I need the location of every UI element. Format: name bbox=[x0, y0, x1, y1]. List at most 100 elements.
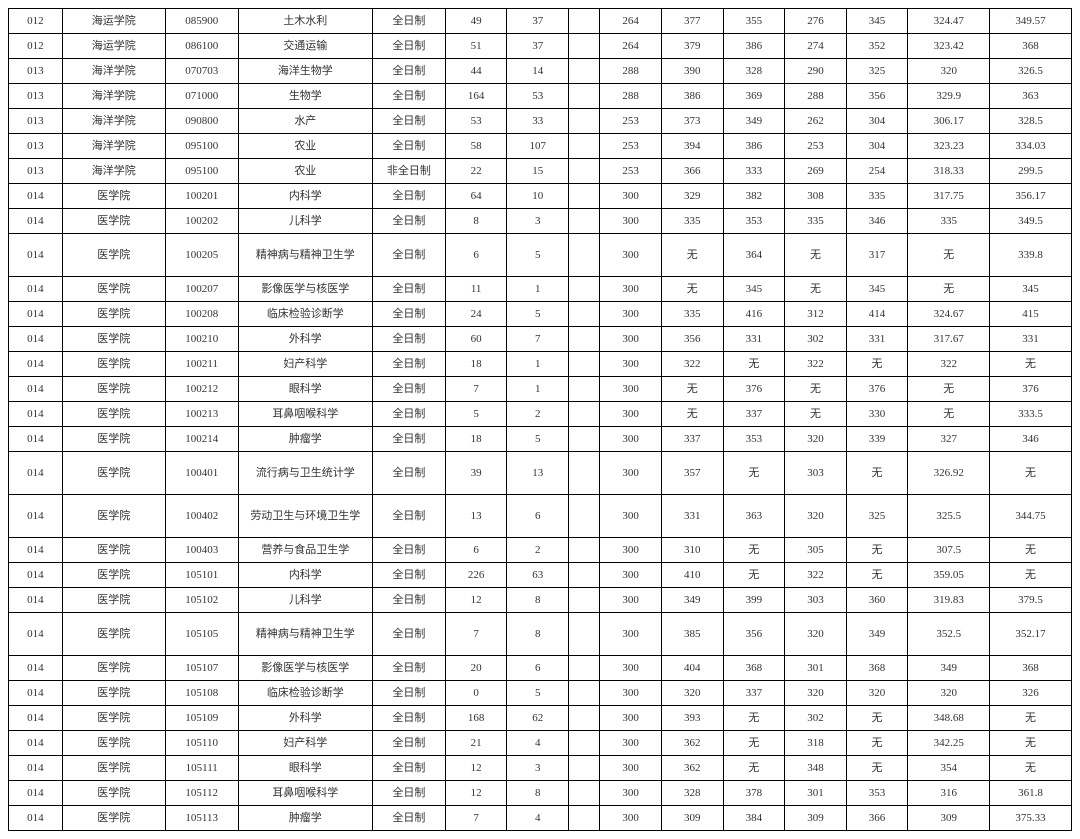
table-cell: 014 bbox=[9, 756, 63, 781]
table-cell: 12 bbox=[445, 588, 507, 613]
table-cell: 105111 bbox=[165, 756, 238, 781]
table-row: 014医学院100401流行病与卫生统计学全日制3913300357无303无3… bbox=[9, 452, 1072, 495]
table-cell: 352.5 bbox=[908, 613, 990, 656]
table-row: 014医学院100213耳鼻咽喉科学全日制52300无337无330无333.5 bbox=[9, 402, 1072, 427]
table-cell: 416 bbox=[723, 302, 785, 327]
table-cell: 349 bbox=[908, 656, 990, 681]
table-cell: 254 bbox=[846, 159, 908, 184]
table-cell: 086100 bbox=[165, 34, 238, 59]
table-cell: 肿瘤学 bbox=[238, 427, 372, 452]
table-cell: 无 bbox=[846, 756, 908, 781]
table-cell: 全日制 bbox=[373, 59, 446, 84]
table-cell: 100211 bbox=[165, 352, 238, 377]
table-cell: 320 bbox=[785, 495, 847, 538]
table-cell: 300 bbox=[600, 184, 662, 209]
table-cell: 无 bbox=[908, 377, 990, 402]
table-cell: 014 bbox=[9, 302, 63, 327]
table-cell: 7 bbox=[445, 613, 507, 656]
table-cell: 014 bbox=[9, 427, 63, 452]
table-cell: 无 bbox=[661, 277, 723, 302]
table-cell: 335 bbox=[661, 302, 723, 327]
table-cell: 妇产科学 bbox=[238, 352, 372, 377]
table-cell: 非全日制 bbox=[373, 159, 446, 184]
table-cell: 264 bbox=[600, 34, 662, 59]
table-cell bbox=[569, 59, 600, 84]
table-cell: 345 bbox=[990, 277, 1072, 302]
table-cell: 交通运输 bbox=[238, 34, 372, 59]
table-cell: 302 bbox=[785, 706, 847, 731]
table-cell: 医学院 bbox=[62, 538, 165, 563]
table-row: 014医学院100207影像医学与核医学全日制111300无345无345无34… bbox=[9, 277, 1072, 302]
table-cell: 376 bbox=[723, 377, 785, 402]
table-cell: 全日制 bbox=[373, 352, 446, 377]
table-cell: 290 bbox=[785, 59, 847, 84]
table-cell: 6 bbox=[445, 234, 507, 277]
table-cell: 014 bbox=[9, 731, 63, 756]
table-cell: 影像医学与核医学 bbox=[238, 277, 372, 302]
table-cell: 393 bbox=[661, 706, 723, 731]
table-cell: 303 bbox=[785, 452, 847, 495]
table-cell: 5 bbox=[445, 402, 507, 427]
table-cell bbox=[569, 613, 600, 656]
table-cell: 肿瘤学 bbox=[238, 806, 372, 831]
table-cell: 无 bbox=[661, 234, 723, 277]
table-cell: 105109 bbox=[165, 706, 238, 731]
table-cell: 全日制 bbox=[373, 377, 446, 402]
table-cell: 318.33 bbox=[908, 159, 990, 184]
table-cell: 360 bbox=[846, 588, 908, 613]
table-cell: 309 bbox=[908, 806, 990, 831]
table-row: 014医学院105111眼科学全日制123300362无348无354无 bbox=[9, 756, 1072, 781]
table-cell: 362 bbox=[661, 731, 723, 756]
table-cell: 012 bbox=[9, 9, 63, 34]
table-cell: 农业 bbox=[238, 134, 372, 159]
table-cell: 无 bbox=[846, 352, 908, 377]
table-cell bbox=[569, 302, 600, 327]
table-cell: 6 bbox=[507, 495, 569, 538]
table-cell: 无 bbox=[785, 377, 847, 402]
table-cell: 医学院 bbox=[62, 327, 165, 352]
table-cell: 无 bbox=[990, 352, 1072, 377]
table-cell: 8 bbox=[507, 613, 569, 656]
table-cell: 44 bbox=[445, 59, 507, 84]
table-cell: 水产 bbox=[238, 109, 372, 134]
table-cell bbox=[569, 34, 600, 59]
table-cell: 医学院 bbox=[62, 352, 165, 377]
table-cell: 404 bbox=[661, 656, 723, 681]
table-cell: 014 bbox=[9, 613, 63, 656]
table-cell: 10 bbox=[507, 184, 569, 209]
table-cell: 014 bbox=[9, 495, 63, 538]
table-cell: 全日制 bbox=[373, 806, 446, 831]
table-cell: 399 bbox=[723, 588, 785, 613]
table-cell: 医学院 bbox=[62, 234, 165, 277]
table-cell: 外科学 bbox=[238, 327, 372, 352]
table-cell: 071000 bbox=[165, 84, 238, 109]
table-cell: 无 bbox=[723, 731, 785, 756]
table-cell: 377 bbox=[661, 9, 723, 34]
table-cell: 5 bbox=[507, 234, 569, 277]
table-cell: 356 bbox=[661, 327, 723, 352]
table-cell: 274 bbox=[785, 34, 847, 59]
table-cell: 300 bbox=[600, 538, 662, 563]
table-cell: 326.5 bbox=[990, 59, 1072, 84]
table-cell: 226 bbox=[445, 563, 507, 588]
table-cell: 医学院 bbox=[62, 427, 165, 452]
table-cell: 386 bbox=[661, 84, 723, 109]
table-cell: 323.23 bbox=[908, 134, 990, 159]
table-cell: 无 bbox=[990, 452, 1072, 495]
table-cell: 333.5 bbox=[990, 402, 1072, 427]
table-cell: 253 bbox=[600, 109, 662, 134]
table-row: 014医学院105105精神病与精神卫生学全日制7830038535632034… bbox=[9, 613, 1072, 656]
table-cell: 300 bbox=[600, 681, 662, 706]
table-cell: 304 bbox=[846, 109, 908, 134]
table-cell: 医学院 bbox=[62, 302, 165, 327]
table-cell: 331 bbox=[990, 327, 1072, 352]
table-cell: 300 bbox=[600, 302, 662, 327]
table-cell: 18 bbox=[445, 352, 507, 377]
table-cell: 310 bbox=[661, 538, 723, 563]
table-cell: 378 bbox=[723, 781, 785, 806]
table-cell: 300 bbox=[600, 731, 662, 756]
table-cell: 医学院 bbox=[62, 184, 165, 209]
table-cell: 农业 bbox=[238, 159, 372, 184]
table-cell: 253 bbox=[600, 134, 662, 159]
table-cell: 5 bbox=[507, 302, 569, 327]
